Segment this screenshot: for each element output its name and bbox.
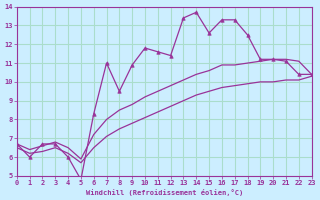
X-axis label: Windchill (Refroidissement éolien,°C): Windchill (Refroidissement éolien,°C) xyxy=(85,189,243,196)
